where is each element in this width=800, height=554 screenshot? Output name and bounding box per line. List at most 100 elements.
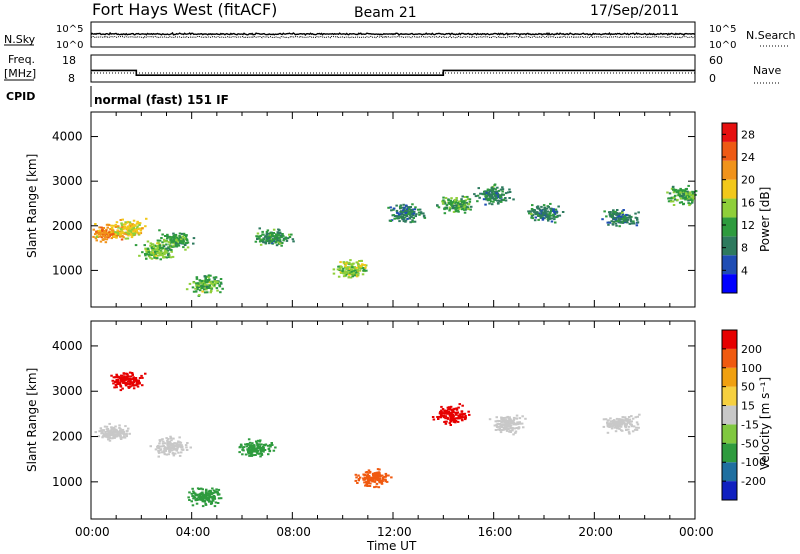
range-cell (362, 267, 365, 269)
range-cell (349, 259, 352, 262)
range-cell (265, 239, 268, 242)
range-cell (509, 419, 512, 422)
range-cell (122, 223, 126, 226)
range-cell (111, 229, 115, 232)
range-cell (481, 193, 485, 196)
range-cell (206, 284, 209, 287)
range-cell (363, 264, 366, 266)
range-cell (290, 233, 293, 236)
range-cell (165, 256, 168, 259)
range-cell (104, 435, 107, 438)
range-cell (205, 275, 209, 278)
range-cell (364, 477, 367, 479)
range-cell (443, 420, 447, 423)
range-cell (198, 495, 201, 498)
range-cell (549, 202, 552, 205)
range-cell (404, 219, 408, 222)
range-cell (381, 474, 384, 477)
range-cell (158, 442, 161, 445)
range-cell (132, 384, 135, 387)
range-cell (172, 448, 176, 451)
range-cell (393, 217, 396, 220)
range-cell (110, 429, 113, 432)
range-cell (502, 417, 505, 419)
range-cell (162, 245, 166, 248)
range-cell (489, 197, 492, 200)
range-cell (612, 421, 615, 423)
range-cell (449, 417, 452, 420)
range-cell (377, 486, 381, 489)
range-cell (674, 188, 678, 191)
range-cell (204, 503, 208, 506)
range-cell (412, 212, 416, 215)
range-cell (120, 374, 123, 377)
range-cell (493, 197, 497, 200)
range-cell (128, 383, 132, 386)
range-cell (175, 239, 178, 242)
range-cell (210, 286, 213, 289)
range-cell (280, 244, 283, 247)
range-cell (457, 415, 460, 418)
range-cell (108, 231, 111, 234)
range-cell (635, 426, 638, 429)
range-cell (207, 274, 211, 277)
freq-traces (91, 69, 695, 76)
range-cell (450, 202, 453, 205)
range-cell (495, 416, 498, 419)
range-cell (527, 210, 530, 213)
range-cell (355, 476, 358, 479)
range-cell (533, 219, 537, 222)
range-cell (491, 203, 494, 206)
freq-step-trace (91, 69, 695, 76)
range-cell (375, 485, 378, 488)
range-cell (619, 425, 623, 428)
range-cell (160, 445, 163, 448)
range-cell (120, 226, 124, 229)
range-cell (500, 416, 503, 419)
range-cell (533, 209, 537, 212)
range-cell (440, 405, 443, 408)
range-cell (342, 271, 345, 274)
range-cell (449, 419, 452, 422)
range-cell (127, 375, 130, 378)
range-cell (613, 422, 617, 424)
range-cell (162, 450, 166, 453)
range-cell (495, 190, 499, 193)
range-cell (679, 191, 682, 194)
range-cell (501, 424, 505, 426)
range-cell (490, 193, 493, 196)
range-cell (355, 261, 358, 264)
range-cell (183, 234, 186, 237)
range-cell (515, 414, 519, 417)
range-cell (118, 429, 122, 432)
range-cell (160, 237, 163, 239)
range-cell (247, 438, 251, 441)
range-cell (253, 445, 256, 448)
range-cell (448, 413, 452, 416)
range-cell (615, 220, 618, 222)
range-cell (495, 196, 498, 199)
range-cell (279, 240, 282, 243)
range-cell (446, 417, 450, 420)
range-cell (553, 218, 556, 221)
range-cell (256, 439, 260, 442)
range-cell (441, 412, 445, 415)
range-cell (268, 444, 272, 447)
range-cell (158, 229, 161, 232)
range-cell (112, 435, 116, 438)
range-cell (195, 497, 198, 500)
range-cell (397, 213, 401, 216)
range-cell (128, 386, 131, 389)
range-cell (114, 231, 117, 234)
station-title: Fort Hays West (fitACF) (92, 0, 277, 19)
range-cell (196, 487, 200, 490)
range-cell (120, 238, 124, 241)
range-cell (352, 270, 355, 273)
range-cell (153, 248, 156, 251)
range-cell (238, 451, 241, 454)
range-cell (123, 433, 126, 436)
range-cell (504, 426, 508, 429)
range-cell (512, 433, 515, 436)
range-cell (627, 416, 631, 418)
range-cell (531, 204, 534, 207)
